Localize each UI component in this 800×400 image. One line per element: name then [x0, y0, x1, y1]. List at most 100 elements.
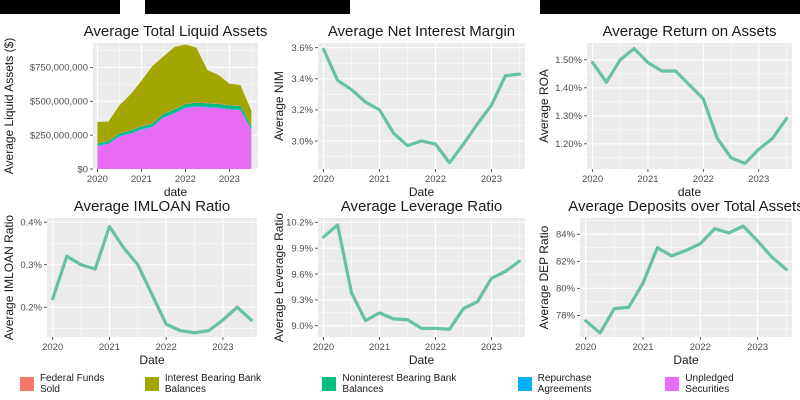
y-axis-label: Average DEP Ratio: [537, 225, 551, 329]
y-axis-label: Average Liquid Assets ($): [2, 38, 16, 175]
x-axis-label: date: [678, 185, 702, 199]
legend: Federal Funds Sold Interest Bearing Bank…: [20, 372, 780, 396]
y-tick-label: 3.4%: [291, 74, 313, 85]
y-tick-label: 1.50%: [555, 55, 582, 66]
y-tick-label: 3.6%: [291, 43, 313, 54]
x-tick-label: 2021: [99, 342, 120, 353]
chart-leverage-ratio: 9.0% 9.3% 9.6% 9.9% 10.2% 2020 2021 2022 2023 Ave…: [272, 198, 525, 367]
chart-net-interest-margin: 3.0% 3.2% 3.4% 3.6% 2020 2021 2022 2023 Average …: [272, 23, 525, 199]
x-tick-label: 2023: [481, 174, 502, 185]
y-tick-label: 9.3%: [291, 295, 313, 306]
y-tick-label: 9.6%: [291, 269, 313, 280]
x-tick-label: 2020: [582, 174, 603, 185]
redaction-block: [145, 0, 350, 14]
area-series: [97, 44, 252, 143]
chart-return-on-assets: 1.20% 1.30% 1.40% 1.50% 2020 2021 2022 2023 Aver…: [537, 23, 792, 199]
legend-label: Interest Bearing Bank Balances: [164, 373, 262, 395]
y-tick-label: 0.3%: [20, 260, 42, 271]
x-axis-label: Date: [139, 353, 165, 367]
x-tick-label: 2022: [425, 342, 446, 353]
line-series: [321, 47, 522, 165]
plot-panel: [587, 43, 792, 169]
y-axis-label: Average NIM: [272, 71, 286, 141]
y-tick-label: 1.40%: [555, 83, 582, 94]
x-tick-label: 2021: [131, 174, 152, 185]
x-axis-label: Date: [409, 353, 435, 367]
x-axis-label: Date: [409, 185, 435, 199]
chart-title: Average Net Interest Margin: [328, 23, 515, 40]
y-tick-label: 3.0%: [291, 136, 313, 147]
redaction-block: [540, 0, 800, 14]
x-tick-label: 2023: [481, 342, 502, 353]
chart-title: Average Total Liquid Assets: [84, 23, 268, 40]
y-tick-label: 0.4%: [20, 218, 42, 229]
legend-item: Repurchase Agreements: [517, 373, 648, 395]
x-tick-label: 2021: [369, 342, 390, 353]
plot-panel: [318, 43, 525, 169]
legend-item: Unpledged Securities: [665, 373, 780, 395]
plot-panel: [580, 218, 792, 337]
x-tick-label: 2023: [747, 342, 768, 353]
y-tick-label: 80%: [556, 284, 576, 295]
chart-title: Average Deposits over Total Assets: [568, 198, 800, 215]
y-tick-label: 84%: [556, 230, 576, 241]
y-tick-label: 82%: [556, 257, 576, 268]
y-tick-label: $750,000,000: [30, 63, 88, 74]
legend-key: [665, 377, 680, 391]
area-series: [97, 106, 252, 169]
chart-title: Average Leverage Ratio: [341, 198, 503, 215]
legend-key: [322, 377, 337, 391]
plot-panel: [47, 218, 257, 337]
x-tick-label: 2021: [632, 342, 653, 353]
y-tick-label: 10.2%: [286, 218, 313, 229]
legend-label: Unpledged Securities: [685, 373, 734, 395]
x-tick-label: 2020: [313, 342, 334, 353]
redaction-block: [0, 0, 120, 14]
y-axis-label: Average IMLOAN Ratio: [2, 215, 16, 340]
y-tick-label: $250,000,000: [30, 130, 88, 141]
x-tick-label: 2022: [425, 174, 446, 185]
x-tick-label: 2022: [156, 342, 177, 353]
line-series: [590, 46, 789, 165]
x-tick-label: 2023: [212, 342, 233, 353]
chart-title: Average Return on Assets: [603, 23, 777, 40]
line-series: [321, 223, 522, 331]
y-tick-label: 1.20%: [555, 139, 582, 150]
y-tick-label: $500,000,000: [30, 97, 88, 108]
y-tick-label: $0: [77, 164, 88, 175]
x-tick-label: 2022: [693, 174, 714, 185]
legend-key: [20, 377, 34, 391]
x-tick-label: 2021: [637, 174, 658, 185]
legend-label: Federal Funds Sold: [39, 373, 105, 395]
x-tick-label: 2022: [175, 174, 196, 185]
x-tick-label: 2023: [219, 174, 240, 185]
line-series: [51, 224, 253, 335]
chart-liquid-assets: $0 $250,000,000 $500,000,000 $750,000,000 20…: [2, 23, 268, 199]
x-tick-label: 2021: [369, 174, 390, 185]
x-tick-label: 2023: [748, 174, 769, 185]
x-tick-label: 2020: [42, 342, 63, 353]
legend-item: Noninterest Bearing Bank Balances: [322, 373, 499, 395]
legend-label: Noninterest Bearing Bank Balances: [342, 373, 457, 395]
y-tick-label: 0.2%: [20, 303, 42, 314]
legend-key: [144, 377, 159, 391]
y-tick-label: 9.9%: [291, 243, 313, 254]
y-tick-label: 3.2%: [291, 105, 313, 116]
y-axis-label: Average Leverage Ratio: [272, 213, 286, 343]
y-tick-label: 9.0%: [291, 321, 313, 332]
x-tick-label: 2022: [690, 342, 711, 353]
legend-label: Repurchase Agreements: [537, 373, 592, 395]
y-axis-label: Average ROA: [537, 69, 551, 143]
legend-key: [517, 377, 532, 391]
chart-imloan-ratio: 0.2% 0.3% 0.4% 2020 2021 2022 2023 Average IMLO…: [2, 198, 257, 367]
legend-item: Interest Bearing Bank Balances: [144, 373, 305, 395]
title-bar-redacted: [0, 0, 800, 14]
y-tick-label: 1.30%: [555, 111, 582, 122]
x-axis-label: Date: [673, 353, 699, 367]
x-tick-label: 2020: [313, 174, 334, 185]
chart-deposits-ratio: 78% 80% 82% 84% 2020 2021 2022 2023 Average Depo…: [537, 198, 800, 367]
x-tick-label: 2020: [575, 342, 596, 353]
chart-title: Average IMLOAN Ratio: [74, 198, 230, 215]
y-tick-label: 78%: [556, 311, 576, 322]
legend-item: Federal Funds Sold: [20, 373, 127, 395]
